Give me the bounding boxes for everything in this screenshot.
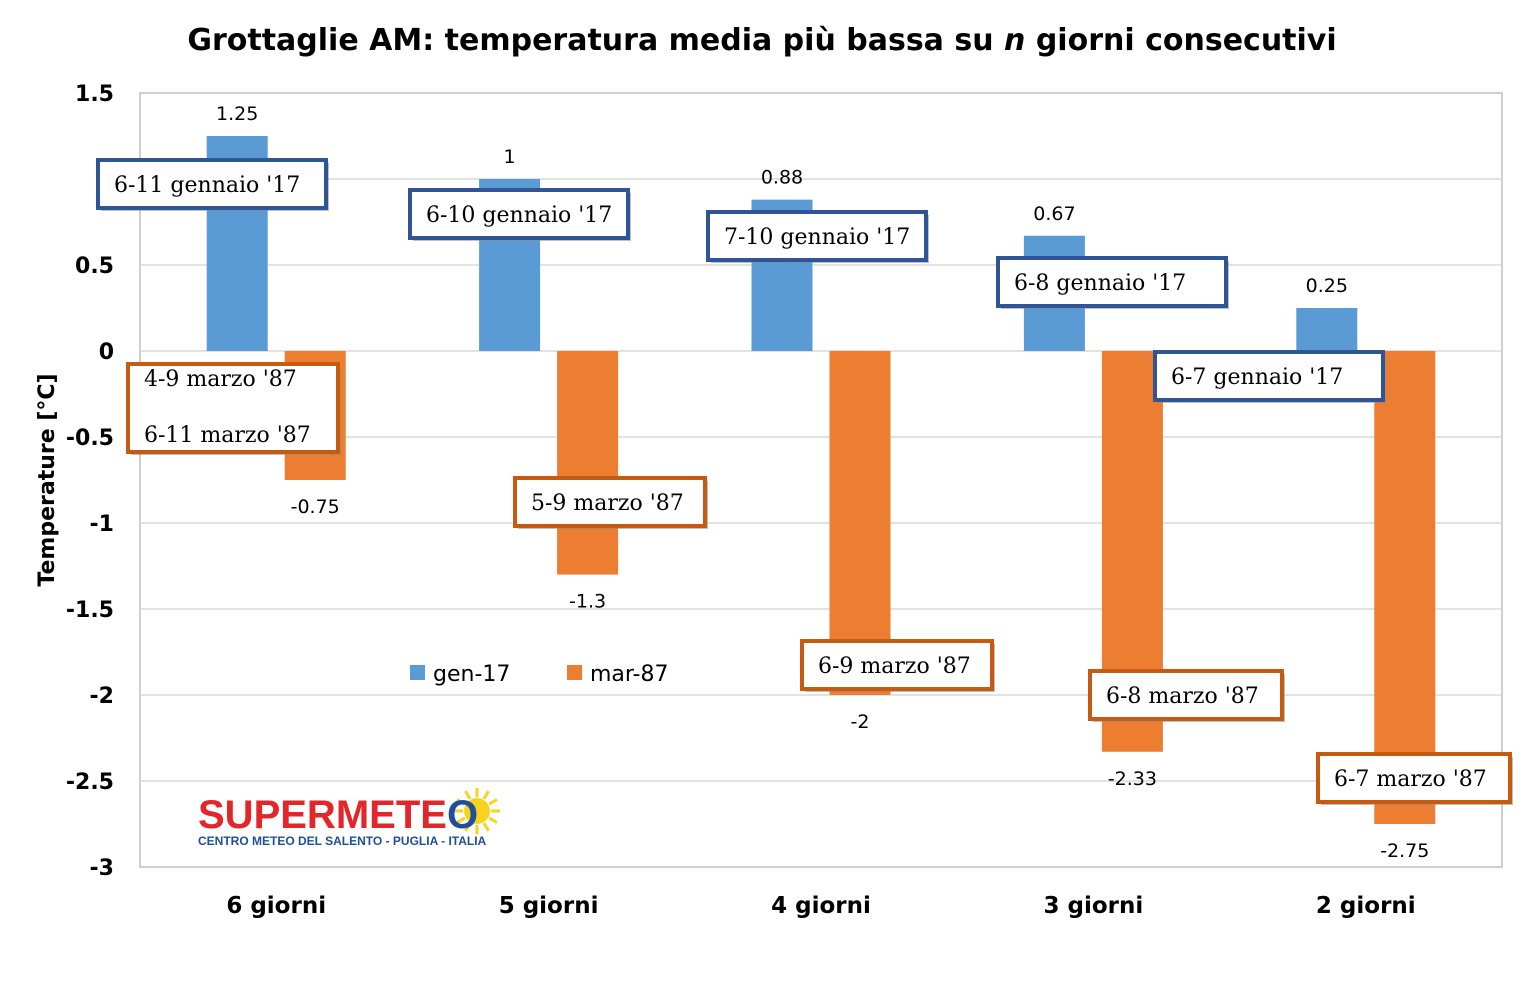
sun-ray: [488, 798, 498, 806]
sun-ray: [456, 816, 466, 824]
x-tick-label: 3 giorni: [1044, 893, 1144, 919]
data-label-mar-87: -2.75: [1380, 840, 1429, 862]
callout-text: 7-10 gennaio '17: [724, 225, 910, 250]
data-labels: 1.25 1 0.88 0.67 0.25 -0.75 -1.3 -2 -2.33 -2.75: [216, 103, 1429, 862]
callout-text: 6-9 marzo '87: [818, 654, 971, 679]
legend: gen-17 mar-87: [410, 662, 668, 687]
bar-mar-87: [557, 351, 619, 575]
y-axis-ticks: 1.5 0.5 0 -0.5 -1 -1.5 -2 -2.5 -3: [66, 82, 114, 881]
legend-label-mar-87: mar-87: [590, 662, 668, 687]
data-label-mar-87: -0.75: [291, 496, 340, 518]
callout-text: 6-10 gennaio '17: [426, 203, 612, 228]
callout-box: [96, 158, 328, 210]
bar-mar-87: [829, 351, 891, 695]
period-callout-mar-87: 6-8 marzo '87: [1088, 669, 1285, 722]
sun-ray: [482, 790, 490, 800]
callout-text: 6-11 marzo '87: [144, 423, 311, 448]
x-tick-label: 2 giorni: [1316, 893, 1416, 919]
title-part-2: giorni consecutivi: [1025, 23, 1336, 58]
logo-wordmark: SUPERMETEO: [198, 793, 478, 837]
sun-ray: [488, 816, 498, 824]
bar-mar-87: [1374, 351, 1436, 824]
callout-box: [800, 639, 994, 691]
callout-box: [706, 210, 928, 262]
logo-wordmark-blue: O: [447, 793, 478, 837]
y-axis-label: Temperature [°C]: [35, 373, 60, 586]
callout-box: [126, 362, 340, 454]
sun-ray: [482, 822, 490, 832]
period-callout-gen-17: 6-7 gennaio '17: [1153, 350, 1386, 403]
legend-swatch-mar-87: [567, 665, 582, 680]
callout-text: 5-9 marzo '87: [531, 491, 684, 516]
data-label-mar-87: -1.3: [569, 591, 606, 613]
y-tick-label: -2.5: [66, 770, 114, 795]
bar-gen-17: [1296, 308, 1358, 351]
sun-ray: [464, 822, 472, 832]
chart-title: Grottaglie AM: temperatura media più bas…: [187, 23, 1336, 58]
callout-box: [996, 256, 1228, 308]
legend-swatch-gen-17: [410, 665, 425, 680]
data-label-mar-87: -2: [851, 711, 870, 733]
callout-box: [1153, 350, 1385, 402]
callout-text: 6-8 marzo '87: [1106, 684, 1259, 709]
period-callout-gen-17: 6-11 gennaio '17: [96, 158, 329, 211]
data-label-gen-17: 0.67: [1033, 203, 1075, 225]
y-tick-label: -1.5: [66, 598, 114, 623]
sun-ray: [464, 790, 472, 800]
period-callout-mar-87: 6-9 marzo '87: [800, 639, 995, 692]
data-label-gen-17: 1: [504, 146, 516, 168]
legend-label-gen-17: gen-17: [433, 662, 510, 687]
period-callout-gen-17: 6-10 gennaio '17: [408, 188, 631, 241]
callout-box: [408, 188, 630, 240]
y-tick-label: 1.5: [75, 82, 114, 107]
y-tick-label: -2: [90, 684, 114, 709]
y-tick-label: 0: [99, 340, 114, 365]
period-callout-mar-87: 4-9 marzo '87 6-11 marzo '87: [126, 362, 341, 455]
y-tick-label: -0.5: [66, 426, 114, 451]
sun-icon: [464, 798, 490, 824]
period-callout-gen-17: 7-10 gennaio '17: [706, 210, 929, 263]
logo-subtitle: CENTRO METEO DEL SALENTO - PUGLIA - ITAL…: [198, 834, 487, 848]
callout-text: 6-11 gennaio '17: [114, 173, 300, 198]
sun-ray: [456, 798, 466, 806]
data-label-gen-17: 1.25: [216, 103, 258, 125]
data-label-mar-87: -2.33: [1108, 768, 1157, 790]
period-callout-mar-87: 5-9 marzo '87: [513, 476, 708, 529]
category-labels: 6 giorni 5 giorni 4 giorni 3 giorni 2 giorni: [226, 893, 1415, 919]
logo-wordmark-red: SUPERMETE: [198, 793, 447, 837]
callout-text: 4-9 marzo '87: [144, 367, 297, 392]
title-part-1: Grottaglie AM: temperatura media più bas…: [187, 23, 1004, 58]
y-tick-label: 0.5: [75, 254, 114, 279]
x-tick-label: 6 giorni: [226, 893, 326, 919]
callout-text: 6-7 gennaio '17: [1171, 365, 1343, 390]
y-tick-label: -1: [90, 512, 114, 537]
title-part-italic: n: [1004, 23, 1025, 58]
callout-box: [513, 476, 707, 528]
callout-box: [1088, 669, 1284, 721]
y-tick-label: -3: [90, 856, 114, 881]
period-callout-gen-17: 6-8 gennaio '17: [996, 256, 1229, 309]
plot-area: [139, 92, 1503, 868]
period-callout-mar-87: 6-7 marzo '87: [1316, 752, 1513, 805]
x-tick-label: 5 giorni: [499, 893, 599, 919]
x-tick-label: 4 giorni: [771, 893, 871, 919]
callout-text: 6-8 gennaio '17: [1014, 271, 1186, 296]
data-label-gen-17: 0.25: [1306, 275, 1348, 297]
callout-box: [1316, 752, 1512, 804]
period-callouts: 6-11 gennaio '17 6-10 gennaio '17 7-10 gen…: [96, 158, 1513, 805]
callout-text: 6-7 marzo '87: [1334, 767, 1487, 792]
data-label-gen-17: 0.88: [761, 167, 803, 189]
